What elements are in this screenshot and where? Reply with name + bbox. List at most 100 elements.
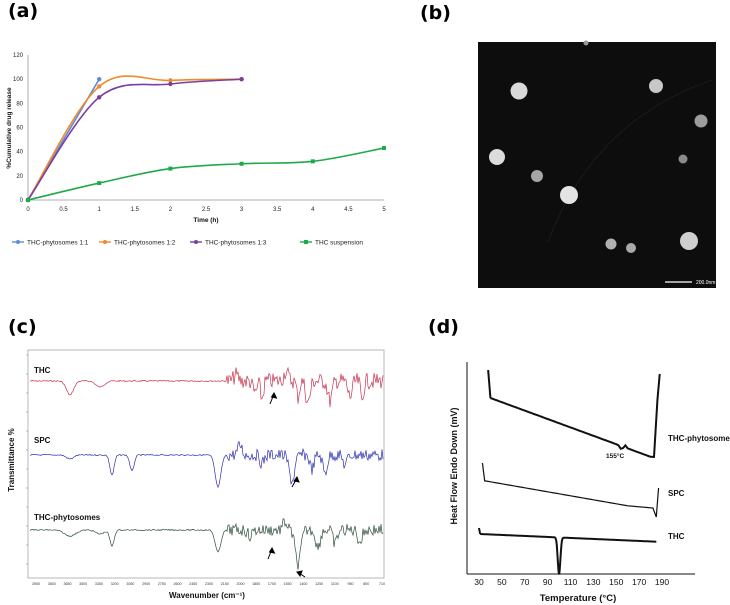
release-legend: THC-phytosomes 1:1 THC-phytosomes 1:2 THC-… (12, 240, 363, 247)
dsc-x-tick: 190 (655, 577, 669, 587)
ftir-x-tick: 800 (363, 582, 369, 586)
ftir-x-tick: 2900 (142, 582, 150, 586)
release-x-tick: 2.5 (202, 207, 211, 213)
dsc-y-title: Heat Flow Endo Down (mV) (449, 408, 459, 525)
ftir-x-tick: 1550 (284, 582, 292, 586)
release-point (239, 76, 244, 82)
dsc-x-title: Temperature (°C) (540, 593, 616, 604)
release-series-line (27, 75, 242, 201)
legend-entry: THC-phytosomes 1:1 (27, 240, 89, 247)
ftir-x-tick: 2450 (189, 582, 197, 586)
ftir-x-tick: 1400 (299, 582, 307, 586)
dsc-label-spc: SPC (668, 489, 685, 498)
tem-particle (583, 40, 589, 46)
release-y-tick: 120 (13, 53, 24, 59)
ftir-y-title: Transmittance % (7, 428, 16, 492)
dsc-x-tick: 50 (497, 577, 507, 587)
tem-background (478, 42, 716, 288)
ftir-x-tick: 710 (379, 582, 385, 586)
release-point (26, 198, 30, 202)
tem-particle (489, 149, 505, 165)
tem-particle (694, 114, 708, 128)
release-point (97, 95, 102, 100)
dsc-x-tick: 170 (632, 577, 646, 587)
ftir-x-tick: 2150 (221, 582, 229, 586)
ftir-x-tick: 2600 (174, 582, 182, 586)
release-x-tick: 3 (240, 207, 244, 213)
ftir-x-tick: 3500 (79, 582, 87, 586)
ftir-x-tick: 3050 (126, 582, 134, 586)
release-point (97, 181, 102, 186)
tem-particle (531, 170, 543, 182)
release-point (168, 78, 173, 83)
release-chart: 0 0.5 1 1.5 2 2.5 3 3.5 4 4.5 5 0 20 40 60 80 100 120 Ti… (6, 53, 386, 247)
dsc-label-thc: THC (668, 532, 685, 541)
ftir-frame (27, 349, 385, 579)
release-point (97, 76, 102, 82)
ftir-x-tick: 3800 (48, 582, 56, 586)
tem-image: 200.0nm (478, 40, 716, 288)
release-x-tick: 1.5 (131, 207, 140, 213)
tem-particle (560, 186, 578, 204)
tem-grain (547, 79, 713, 243)
dsc-x-tick: 130 (586, 577, 600, 587)
tem-scale-label: 200.0nm (696, 280, 715, 286)
dsc-label-phytosomes: THC-phytosomes (668, 434, 730, 443)
legend-swatch-marker (103, 240, 107, 244)
legend-swatch-marker (194, 240, 198, 244)
release-series-line (27, 147, 385, 201)
tem-particle (605, 238, 617, 250)
ftir-x-tick: 3350 (95, 582, 103, 586)
ftir-x-tick: 2300 (205, 582, 213, 586)
ftir-label-phyto: THC-phytosomes (34, 513, 101, 522)
release-point (382, 146, 386, 151)
legend-entry: THC-phytosomes 1:3 (205, 240, 267, 247)
release-y-tick: 80 (16, 101, 23, 107)
release-y-tick: 60 (16, 126, 23, 132)
release-x-tick: 1 (98, 207, 102, 213)
dsc-chart: 30 50 70 90 110 130 150 170 190 THC-phytosomes S… (449, 362, 730, 604)
release-point (168, 166, 173, 171)
release-point (168, 81, 173, 87)
legend-entry: THC-phytosomes 1:2 (114, 240, 176, 247)
dsc-x-tick: 90 (543, 577, 553, 587)
dsc-x-tick: 30 (474, 577, 484, 587)
release-x-tick: 0 (26, 207, 30, 213)
release-y-title: %Cumulative drug release (6, 87, 13, 169)
panel-label-b: (b) (420, 2, 451, 24)
ftir-x-tick: 1700 (268, 582, 276, 586)
dsc-curve-phytosomes (487, 369, 661, 459)
panel-label-a: (a) (8, 0, 39, 22)
tem-particle (680, 232, 698, 250)
ftir-chart: 3950 3800 3650 3500 3350 3200 3050 2900 2750 2600… (7, 349, 385, 600)
legend-entry: THC suspension (315, 240, 363, 247)
ftir-x-tick: 3650 (63, 582, 71, 586)
dsc-x-tick: 110 (564, 577, 578, 587)
tem-particle (510, 82, 528, 100)
ftir-arrows (267, 391, 306, 578)
release-x-tick: 4.5 (344, 207, 353, 213)
release-point (97, 84, 102, 89)
release-x-tick: 3.5 (273, 207, 282, 213)
ftir-x-tick: 1100 (331, 582, 339, 586)
release-x-tick: 5 (382, 207, 386, 213)
ftir-x-tick: 2750 (158, 582, 166, 586)
tem-particle (626, 243, 636, 253)
ftir-label-spc: SPC (34, 436, 51, 445)
ftir-spectrum-phytosomes (29, 518, 384, 570)
ftir-spectrum-spc (30, 440, 384, 489)
release-x-tick: 0.5 (59, 207, 68, 213)
release-x-tick: 4 (311, 207, 315, 213)
dsc-x-tick: 150 (609, 577, 623, 587)
release-y-tick: 40 (16, 150, 23, 156)
release-x-tick: 2 (169, 207, 173, 213)
ftir-x-tick: 2000 (236, 582, 244, 586)
dsc-curve-thc (478, 527, 657, 575)
dsc-x-tick: 70 (520, 577, 530, 587)
release-y-tick: 20 (16, 174, 23, 180)
legend-swatch-marker (16, 240, 20, 244)
tem-particle (649, 79, 663, 93)
ftir-x-tick: 3950 (32, 582, 40, 586)
dsc-annotation: 155°C (606, 452, 624, 460)
